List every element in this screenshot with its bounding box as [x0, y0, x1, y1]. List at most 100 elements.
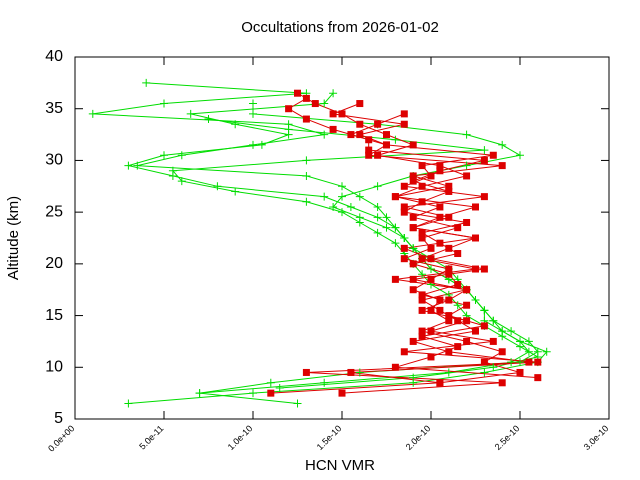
y-tick-label: 20 — [45, 255, 63, 272]
marker — [418, 234, 426, 242]
marker — [275, 383, 284, 392]
profile-line — [199, 103, 530, 394]
marker — [382, 213, 391, 222]
y-tick-label: 35 — [45, 100, 63, 117]
marker — [463, 218, 471, 226]
marker — [471, 296, 480, 305]
marker — [249, 109, 257, 118]
marker — [480, 368, 489, 377]
marker — [160, 99, 168, 108]
marker — [445, 348, 453, 356]
marker — [427, 244, 435, 252]
marker — [445, 317, 453, 325]
marker — [320, 192, 329, 201]
marker — [409, 286, 417, 294]
marker — [418, 332, 426, 340]
marker — [453, 301, 462, 310]
marker — [365, 151, 373, 159]
marker — [124, 161, 133, 170]
marker — [186, 109, 195, 118]
marker — [445, 244, 453, 252]
marker — [400, 244, 408, 252]
marker — [338, 208, 346, 217]
marker — [418, 296, 426, 304]
marker — [454, 250, 462, 258]
marker — [391, 135, 400, 144]
marker — [418, 327, 426, 335]
marker — [329, 110, 337, 118]
y-tick-label: 5 — [54, 410, 63, 427]
x-tick-label: 5.0e-11 — [137, 423, 165, 451]
profile-line — [270, 92, 521, 394]
x-tick-label: 2.5e-10 — [493, 423, 522, 452]
marker — [391, 223, 400, 232]
marker — [320, 378, 329, 387]
marker — [480, 265, 488, 273]
marker — [463, 286, 471, 294]
marker — [516, 358, 524, 367]
marker — [338, 389, 346, 397]
marker — [445, 270, 453, 278]
marker — [374, 120, 382, 128]
marker — [302, 115, 310, 123]
marker — [302, 197, 311, 206]
marker — [383, 131, 390, 139]
marker — [204, 115, 213, 124]
marker — [542, 347, 551, 356]
marker — [436, 167, 444, 175]
y-axis-label: Altitude (km) — [5, 196, 22, 280]
x-tick-label: 3.0e-10 — [582, 423, 611, 452]
marker — [498, 379, 506, 387]
marker — [498, 140, 507, 149]
marker — [88, 109, 97, 118]
marker — [311, 100, 319, 108]
marker — [302, 171, 311, 180]
marker — [498, 332, 507, 341]
marker — [507, 327, 516, 336]
marker — [507, 358, 516, 367]
marker — [382, 223, 391, 232]
marker — [534, 374, 542, 382]
y-tick-label: 25 — [45, 203, 63, 220]
marker — [462, 161, 471, 170]
x-tick-label: 2.0e-10 — [404, 423, 433, 452]
marker — [436, 296, 444, 304]
marker — [391, 239, 400, 248]
marker — [365, 146, 373, 154]
marker — [472, 327, 479, 335]
marker — [329, 202, 338, 211]
marker — [400, 234, 409, 242]
marker — [383, 141, 390, 149]
x-tick-label: 1.0e-10 — [226, 423, 255, 452]
marker — [463, 317, 471, 325]
y-tick-label: 30 — [45, 152, 63, 169]
marker — [294, 89, 301, 97]
marker — [231, 187, 240, 196]
y-tick-label: 10 — [45, 359, 63, 376]
marker — [338, 192, 346, 201]
marker — [436, 213, 444, 221]
marker — [409, 244, 418, 253]
y-tick-label: 40 — [45, 48, 63, 65]
marker — [436, 306, 444, 314]
marker — [427, 353, 435, 361]
marker — [489, 337, 497, 345]
marker — [418, 162, 426, 170]
marker — [445, 213, 453, 221]
marker — [463, 172, 471, 180]
marker — [355, 218, 364, 227]
x-axis-label: HCN VMR — [305, 457, 375, 474]
marker — [472, 265, 479, 273]
marker — [454, 343, 462, 351]
marker — [249, 389, 257, 398]
marker — [418, 182, 426, 190]
marker — [347, 368, 355, 376]
marker — [462, 130, 471, 139]
marker — [285, 105, 293, 113]
marker — [249, 99, 257, 108]
marker — [400, 110, 408, 118]
marker — [284, 125, 293, 134]
marker — [373, 182, 382, 191]
marker — [302, 368, 310, 376]
profile-line — [287, 97, 538, 379]
